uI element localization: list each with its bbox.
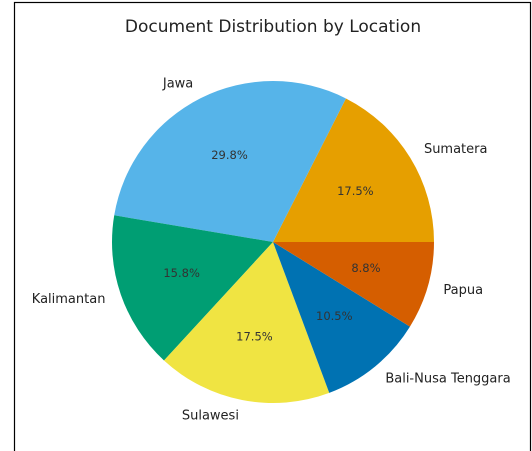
chart-title: Document Distribution by Location <box>125 17 421 37</box>
slice-label: Papua <box>443 283 483 298</box>
percent-label: 8.8% <box>351 261 380 275</box>
pie-slice <box>273 242 434 327</box>
percent-label: 29.8% <box>211 148 248 162</box>
slice-label: Kalimantan <box>32 292 106 307</box>
percent-label: 17.5% <box>236 329 273 343</box>
slice-label: Sulawesi <box>182 408 239 423</box>
pie-slice <box>163 242 330 403</box>
percent-label: 17.5% <box>337 184 374 198</box>
slice-label: Sumatera <box>424 142 488 157</box>
pie-slice <box>273 98 434 242</box>
slice-label: Bali-Nusa Tenggara <box>385 371 510 386</box>
percent-label: 15.8% <box>163 266 200 280</box>
pie-slice <box>114 81 346 242</box>
pie-slice <box>273 242 410 393</box>
pie-slice <box>111 215 273 361</box>
percent-label: 10.5% <box>316 309 353 323</box>
slice-label: Jawa <box>162 76 193 91</box>
